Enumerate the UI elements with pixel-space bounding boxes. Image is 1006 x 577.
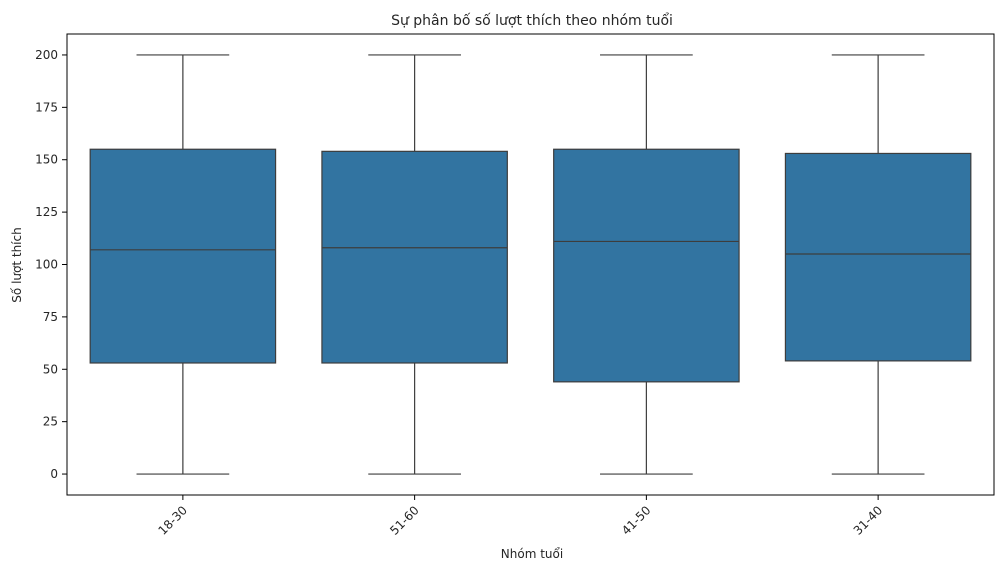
plot-area: 0 25 50 75 100 125 150 175 200 18-30 51-60 41-50 31-… — [35, 33, 995, 538]
x-axis-label: Nhóm tuổi — [501, 547, 563, 561]
y-tick-label: 125 — [35, 205, 58, 219]
box-iqr — [89, 148, 277, 364]
y-tick-label: 175 — [35, 100, 58, 114]
x-tick-label: 41-50 — [619, 503, 654, 538]
y-tick-label: 150 — [35, 153, 58, 167]
y-tick-label: 200 — [35, 48, 58, 62]
box-iqr — [553, 148, 740, 383]
y-tick-label: 25 — [43, 415, 58, 429]
y-tick-label: 100 — [35, 258, 58, 272]
y-axis-label: Số lượt thích — [10, 227, 24, 302]
y-tick-label: 50 — [43, 362, 58, 376]
x-tick-label: 18-30 — [155, 503, 190, 538]
y-tick-label: 75 — [43, 310, 58, 324]
x-tick-label: 31-40 — [851, 503, 886, 538]
box-iqr — [321, 150, 508, 364]
x-tick-label: 51-60 — [387, 503, 422, 538]
y-tick-label: 0 — [50, 467, 58, 481]
chart-title: Sự phân bố số lượt thích theo nhóm tuổi — [391, 12, 673, 29]
box-iqr — [784, 152, 972, 362]
